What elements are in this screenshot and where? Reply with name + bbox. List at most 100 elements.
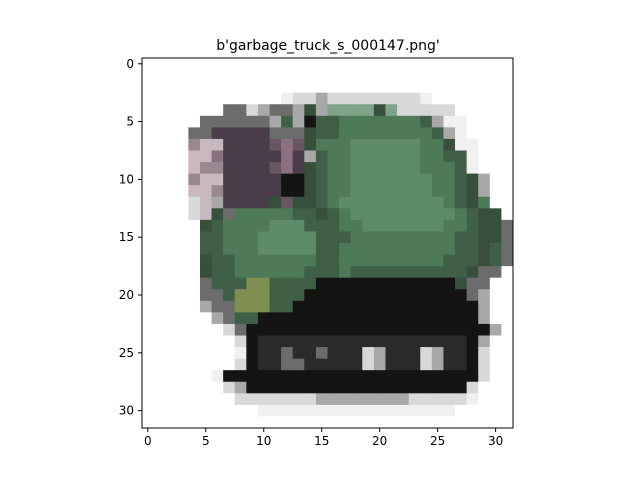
image-pixel <box>455 404 468 417</box>
x-tick-label: 20 <box>372 434 387 448</box>
image-pixel <box>304 370 317 383</box>
image-pixel <box>292 347 305 360</box>
image-pixel <box>292 416 305 429</box>
image-pixel <box>165 185 178 198</box>
image-pixel <box>362 312 375 325</box>
image-pixel <box>304 312 317 325</box>
image-pixel <box>188 243 201 256</box>
image-pixel <box>142 231 155 244</box>
image-pixel <box>281 335 294 348</box>
image-pixel <box>199 323 213 336</box>
image-pixel <box>315 370 328 383</box>
image-pixel <box>420 150 433 163</box>
image-pixel <box>397 266 410 279</box>
image-pixel <box>199 243 213 256</box>
image-pixel <box>408 370 421 383</box>
image-pixel <box>234 358 247 371</box>
image-pixel <box>257 266 271 279</box>
image-pixel <box>373 243 386 256</box>
image-pixel <box>234 381 247 394</box>
image-pixel <box>211 185 224 198</box>
image-pixel <box>373 404 386 417</box>
image-pixel <box>176 81 189 94</box>
image-pixel <box>223 219 236 232</box>
image-pixel <box>397 358 410 371</box>
image-pixel <box>431 219 444 232</box>
image-pixel <box>385 92 398 105</box>
image-pixel <box>408 358 421 371</box>
image-pixel <box>292 173 305 186</box>
image-pixel <box>281 404 294 417</box>
image-pixel <box>315 58 328 71</box>
image-pixel <box>223 208 236 221</box>
image-pixel <box>478 393 491 406</box>
image-pixel <box>501 208 514 221</box>
image-pixel <box>501 243 514 256</box>
image-pixel <box>315 127 328 140</box>
image-pixel <box>362 173 375 186</box>
image-pixel <box>420 243 433 256</box>
image-pixel <box>455 300 468 313</box>
image-pixel <box>397 127 410 140</box>
image-pixel <box>269 196 282 209</box>
image-pixel <box>350 335 363 348</box>
image-pixel <box>455 185 468 198</box>
image-pixel <box>443 115 456 128</box>
image-pixel <box>281 58 294 71</box>
image-pixel <box>165 335 178 348</box>
image-pixel <box>455 370 468 383</box>
image-pixel <box>199 312 213 325</box>
image-pixel <box>339 323 352 336</box>
image-pixel <box>269 335 282 348</box>
image-pixel <box>397 404 410 417</box>
image-pixel <box>350 289 363 302</box>
image-pixel <box>142 277 155 290</box>
image-pixel <box>478 323 491 336</box>
image-pixel <box>478 196 491 209</box>
image-pixel <box>501 138 514 151</box>
image-pixel <box>443 162 456 175</box>
image-pixel <box>142 300 155 313</box>
image-pixel <box>443 347 456 360</box>
image-pixel <box>501 266 514 279</box>
image-pixel <box>339 254 352 267</box>
image-pixel <box>211 416 224 429</box>
image-pixel <box>315 81 328 94</box>
image-pixel <box>142 243 155 256</box>
image-pixel <box>455 323 468 336</box>
image-pixel <box>257 196 271 209</box>
image-pixel <box>234 393 247 406</box>
image-pixel <box>304 323 317 336</box>
image-pixel <box>246 104 259 117</box>
image-pixel <box>188 173 201 186</box>
image-pixel <box>199 231 213 244</box>
image-pixel <box>397 381 410 394</box>
image-pixel <box>246 370 259 383</box>
image-pixel <box>292 150 305 163</box>
image-pixel <box>408 300 421 313</box>
image-pixel <box>362 219 375 232</box>
image-pixel <box>246 335 259 348</box>
image-pixel <box>489 127 502 140</box>
image-pixel <box>339 196 352 209</box>
image-pixel <box>443 173 456 186</box>
image-pixel <box>373 370 386 383</box>
image-pixel <box>489 81 502 94</box>
image-pixel <box>234 323 247 336</box>
image-pixel <box>373 69 386 82</box>
image-pixel <box>246 92 259 105</box>
image-pixel <box>153 358 166 371</box>
image-pixel <box>176 173 189 186</box>
image-pixel <box>339 104 352 117</box>
image-pixel <box>188 81 201 94</box>
image-pixel <box>362 393 375 406</box>
image-pixel <box>385 289 398 302</box>
image-pixel <box>234 58 247 71</box>
image-pixel <box>455 219 468 232</box>
image-pixel <box>385 266 398 279</box>
image-pixel <box>142 404 155 417</box>
image-pixel <box>199 58 213 71</box>
image-pixel <box>501 416 514 429</box>
image-pixel <box>165 104 178 117</box>
